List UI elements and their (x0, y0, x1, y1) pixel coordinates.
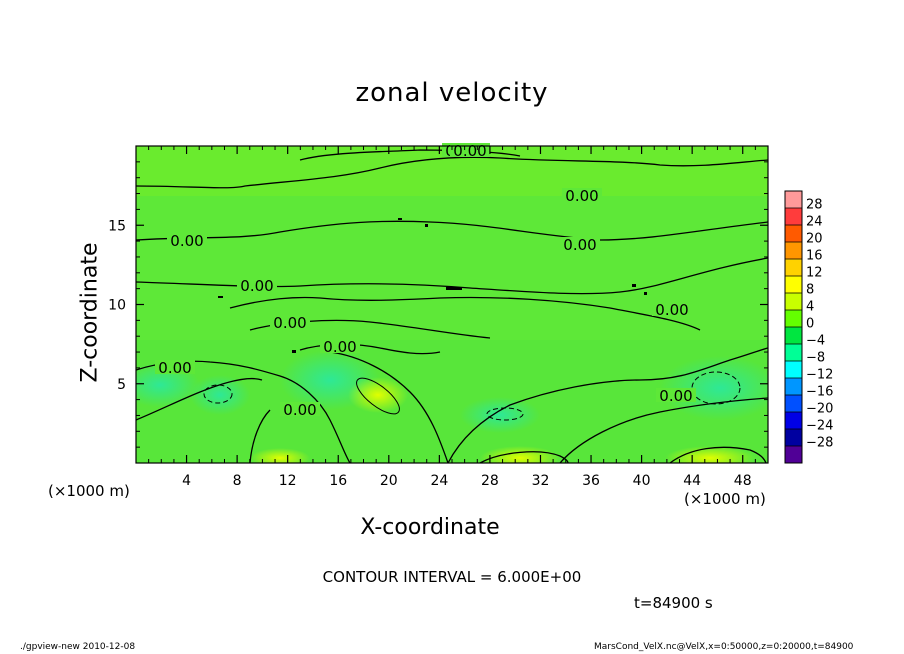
contour-label-text: 0.00 (158, 359, 191, 377)
contour-label: 0.00 (656, 387, 696, 405)
contour-label-text: 0.00 (273, 314, 306, 332)
contour-label-bg (280, 402, 320, 416)
x-axis-unit: (×1000 m) (684, 490, 766, 508)
colorbar-label: 20 (806, 232, 823, 247)
y-tick-label: 15 (108, 218, 126, 234)
contour-label: 0.00 (270, 314, 310, 332)
colorbar-swatch (785, 191, 802, 209)
contour-label: 0.00 (652, 301, 692, 319)
colorbar-swatch (785, 378, 802, 396)
footer-right: MarsCond_VelX.nc@VelX,x=0:50000,z=0:2000… (594, 642, 854, 652)
x-tick-label: 28 (481, 473, 499, 489)
colorbar-label: 24 (806, 215, 823, 230)
colorbar-label: −12 (806, 368, 833, 383)
x-tick-label: 20 (380, 473, 398, 489)
contour-label: 0.00 (562, 187, 602, 205)
contour-interval-note: CONTOUR INTERVAL = 6.000E+00 (322, 568, 582, 586)
time-label: t=84900 s (634, 594, 713, 612)
contour-label-text: 0.00 (323, 338, 356, 356)
x-axis: 4 8 12 16 20 24 28 32 36 40 44 48 (148, 146, 756, 489)
contour-label-text: 0.00 (170, 232, 203, 250)
contour-lines (136, 149, 768, 463)
colorbar-label: 4 (806, 300, 814, 315)
contour-label: 0.00 (450, 142, 490, 160)
x-tick-label: 32 (532, 473, 550, 489)
contour-label: 0.00 (237, 277, 277, 295)
contour-label-text: 0.00 (283, 401, 316, 419)
colorbar-label: −16 (806, 385, 833, 400)
colorbar-label: 28 (806, 198, 823, 213)
x-tick-label: 36 (582, 473, 600, 489)
positive-contours (356, 377, 400, 415)
x-tick-label: 44 (683, 473, 701, 489)
colorbar-label: 8 (806, 283, 814, 298)
colorbar-label: 16 (806, 249, 823, 264)
contour-label: 0.00 (280, 401, 320, 419)
x-tick-label: 4 (182, 473, 191, 489)
colorbar-swatch (785, 446, 802, 464)
colorbar-swatch (785, 293, 802, 311)
chart-title: zonal velocity (355, 78, 549, 108)
contour-label-text: 0.00 (659, 387, 692, 405)
colorbar-label: 0 (806, 317, 814, 332)
contour-label: 0.00 (320, 338, 360, 356)
colorbar-swatch (785, 208, 802, 226)
colorbar-swatch (785, 259, 802, 277)
y-axis-unit: (×1000 m) (48, 482, 130, 500)
x-tick-label: 40 (633, 473, 651, 489)
negative-contours (203, 371, 741, 421)
contour-label-text: 0.00 (655, 301, 688, 319)
contour-label-bg (320, 339, 360, 353)
y-axis-label: Z-coordinate (77, 242, 103, 383)
contour-label-bg (167, 233, 207, 247)
contour-label-bg (656, 388, 696, 402)
colorbar-swatch (785, 225, 802, 243)
x-tick-label: 8 (233, 473, 242, 489)
colorbar-label: −24 (806, 419, 833, 434)
contour-label-bg (155, 360, 195, 374)
contour-label-text: 0.00 (453, 142, 486, 160)
contour-label: 0.00 (560, 236, 600, 254)
colorbar-swatch (785, 361, 802, 379)
colorbar-swatch (785, 429, 802, 447)
contour-label-text: 0.00 (240, 277, 273, 295)
colorbar: 28 24 20 16 12 8 4 0 −4 −8 −12 −16 −20 −24 −28 (784, 190, 833, 464)
x-tick-label: 24 (430, 473, 448, 489)
colorbar-swatch (785, 344, 802, 362)
colorbar-swatch (785, 395, 802, 413)
colorbar-swatch (785, 412, 802, 430)
contour-label-text: 0.00 (563, 236, 596, 254)
contour-label-bg (560, 237, 600, 251)
contour-label: 0.00 (155, 359, 195, 377)
y-axis: 5 10 15 (108, 161, 768, 448)
contour-label-bg (652, 302, 692, 316)
colorbar-label: −8 (806, 351, 825, 366)
colorbar-swatch (785, 310, 802, 328)
y-tick-label: 5 (117, 377, 126, 393)
colorbar-swatch (785, 327, 802, 345)
colorbar-swatch (785, 276, 802, 294)
x-tick-label: 48 (734, 473, 752, 489)
contour-label-text: 0.00 (565, 187, 598, 205)
footer-left: ./gpview-new 2010-12-08 (20, 642, 136, 652)
colorbar-label: −20 (806, 402, 833, 417)
contour-label-bg (562, 188, 602, 202)
colorbar-label: −4 (806, 334, 825, 349)
x-tick-label: 12 (279, 473, 297, 489)
y-tick-label: 10 (108, 298, 126, 314)
contour-label-bg (237, 278, 277, 292)
colorbar-swatch (785, 242, 802, 260)
contour-label: 0.00 (167, 232, 207, 250)
x-tick-label: 16 (329, 473, 347, 489)
colorbar-label: −28 (806, 436, 833, 451)
x-axis-label: X-coordinate (360, 515, 500, 540)
contour-label-bg (270, 315, 310, 329)
colorbar-label: 12 (806, 266, 823, 281)
